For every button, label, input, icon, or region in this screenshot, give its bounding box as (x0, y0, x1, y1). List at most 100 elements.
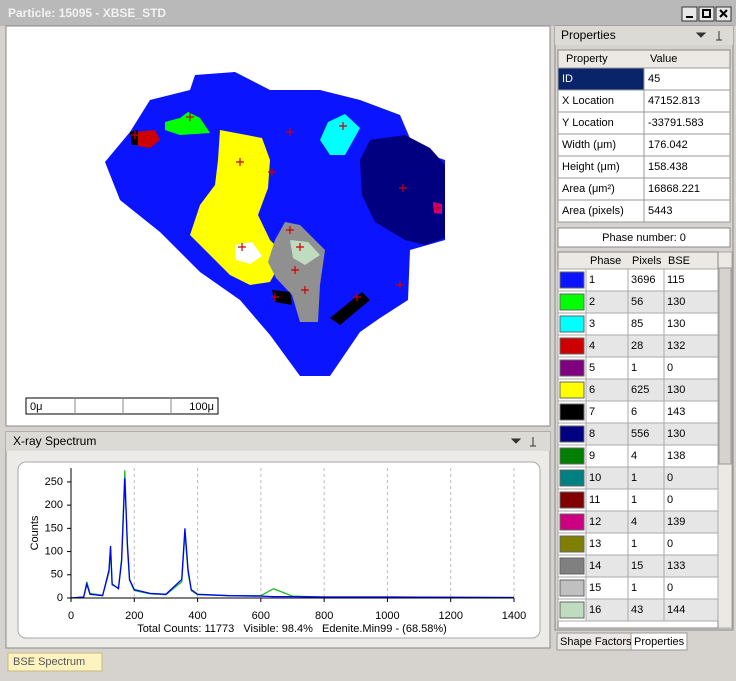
phase-bse: 0 (667, 472, 673, 484)
phase-swatch (559, 271, 585, 289)
phase-bse: 115 (667, 274, 685, 286)
property-name: ID (562, 73, 573, 85)
phase-swatch (559, 315, 585, 333)
phase-phase: 6 (589, 384, 595, 396)
x-tick-label: 600 (252, 610, 270, 622)
phase-row[interactable] (585, 466, 719, 490)
x-tick-label: 1400 (502, 610, 526, 622)
phase-bse: 133 (667, 560, 685, 572)
property-value-cell[interactable] (643, 199, 731, 223)
property-value: 45 (648, 73, 660, 85)
property-name: Width (μm) (562, 139, 616, 151)
phase-row[interactable] (585, 312, 719, 336)
scale-end: 100μ (189, 401, 214, 413)
bse-spectrum-tab[interactable] (7, 652, 103, 672)
phase-row[interactable] (585, 532, 719, 556)
phase-header-cell: Phase (590, 255, 621, 267)
button-icons (686, 9, 728, 18)
phase-pixels: 15 (631, 560, 643, 572)
phase-row[interactable] (585, 576, 719, 600)
title-bar (0, 0, 736, 26)
phase-number-box (557, 227, 731, 248)
phase-row[interactable] (585, 422, 719, 446)
phase-row[interactable] (585, 444, 719, 468)
property-name: Height (μm) (562, 161, 620, 173)
phase-pixels: 3696 (631, 274, 655, 286)
phase-swatch (559, 469, 585, 487)
tab[interactable] (630, 632, 688, 651)
phase-row[interactable] (585, 400, 719, 424)
bse-spectrum-tab-label[interactable]: BSE Spectrum (13, 656, 85, 668)
phase-pixels: 56 (631, 296, 643, 308)
panel-pin[interactable] (510, 437, 536, 447)
phase-phase: 9 (589, 450, 595, 462)
panel-pin[interactable] (695, 31, 722, 41)
tab-label[interactable]: Shape Factors (560, 636, 632, 648)
phase-swatch (559, 425, 585, 443)
phase-row[interactable] (585, 510, 719, 534)
y-tick-label: 150 (45, 522, 63, 534)
phase-pixels: 85 (631, 318, 643, 330)
y-axis-label: Counts (29, 515, 41, 550)
phase-phase: 5 (589, 362, 595, 374)
property-header-cell: Property (566, 53, 608, 65)
phase-pixels: 6 (631, 406, 637, 418)
property-value: 16868.221 (648, 183, 700, 195)
phase-bse: 130 (667, 318, 685, 330)
phase-row[interactable] (585, 378, 719, 402)
phase-row[interactable] (585, 488, 719, 512)
status-bar (0, 650, 736, 676)
phase-row[interactable] (585, 356, 719, 380)
x-tick-label: 1000 (375, 610, 399, 622)
phase-swatch (559, 491, 585, 509)
scale-start: 0μ (30, 401, 42, 413)
property-header-cell: Value (650, 53, 677, 65)
property-name: X Location (562, 95, 614, 107)
phase-row[interactable] (585, 598, 719, 622)
property-value: 47152.813 (648, 95, 700, 107)
phase-pixels: 4 (631, 516, 637, 528)
phase-bse: 0 (667, 494, 673, 506)
property-name: Y Location (562, 117, 614, 129)
phase-phase: 10 (589, 472, 601, 484)
phase-phase: 13 (589, 538, 601, 550)
phase-header-cell: Pixels (632, 255, 662, 267)
phase-swatch (559, 535, 585, 553)
phase-row[interactable] (585, 554, 719, 578)
scale-bar (25, 397, 219, 415)
phase-phase: 3 (589, 318, 595, 330)
property-name: Area (μm²) (562, 183, 615, 195)
tab-label[interactable]: Properties (634, 636, 685, 648)
phase-pixels: 28 (631, 340, 643, 352)
property-value: 5443 (648, 205, 672, 217)
phase-pixels: 4 (631, 450, 637, 462)
phase-bse: 139 (667, 516, 685, 528)
window-buttons[interactable] (681, 6, 732, 22)
spectrum-header (6, 432, 550, 451)
phase-row[interactable] (585, 290, 719, 314)
property-value: 176.042 (648, 139, 688, 151)
phase-phase: 7 (589, 406, 595, 418)
phase-swatch (559, 359, 585, 377)
phase-phase: 8 (589, 428, 595, 440)
phase-pixels: 1 (631, 538, 637, 550)
x-tick-label: 800 (315, 610, 333, 622)
minimize-button[interactable] (681, 6, 698, 22)
spectrum-annotation: Total Counts: 11773 Visible: 98.4% Edeni… (137, 623, 447, 635)
phase-row[interactable] (585, 334, 719, 358)
scroll-thumb[interactable] (718, 267, 732, 465)
phase-bse: 0 (667, 582, 673, 594)
properties-title: Properties (561, 28, 616, 42)
x-tick-label: 400 (188, 610, 206, 622)
phase-swatch (559, 601, 585, 619)
phase-bse: 143 (667, 406, 685, 418)
phase-phase: 11 (589, 494, 600, 506)
phase-phase: 12 (589, 516, 601, 528)
phase-swatch (559, 403, 585, 421)
phase-pixels: 1 (631, 362, 637, 374)
phase-pixels: 1 (631, 494, 637, 506)
phase-phase: 1 (589, 274, 595, 286)
x-tick-label: 1200 (438, 610, 462, 622)
